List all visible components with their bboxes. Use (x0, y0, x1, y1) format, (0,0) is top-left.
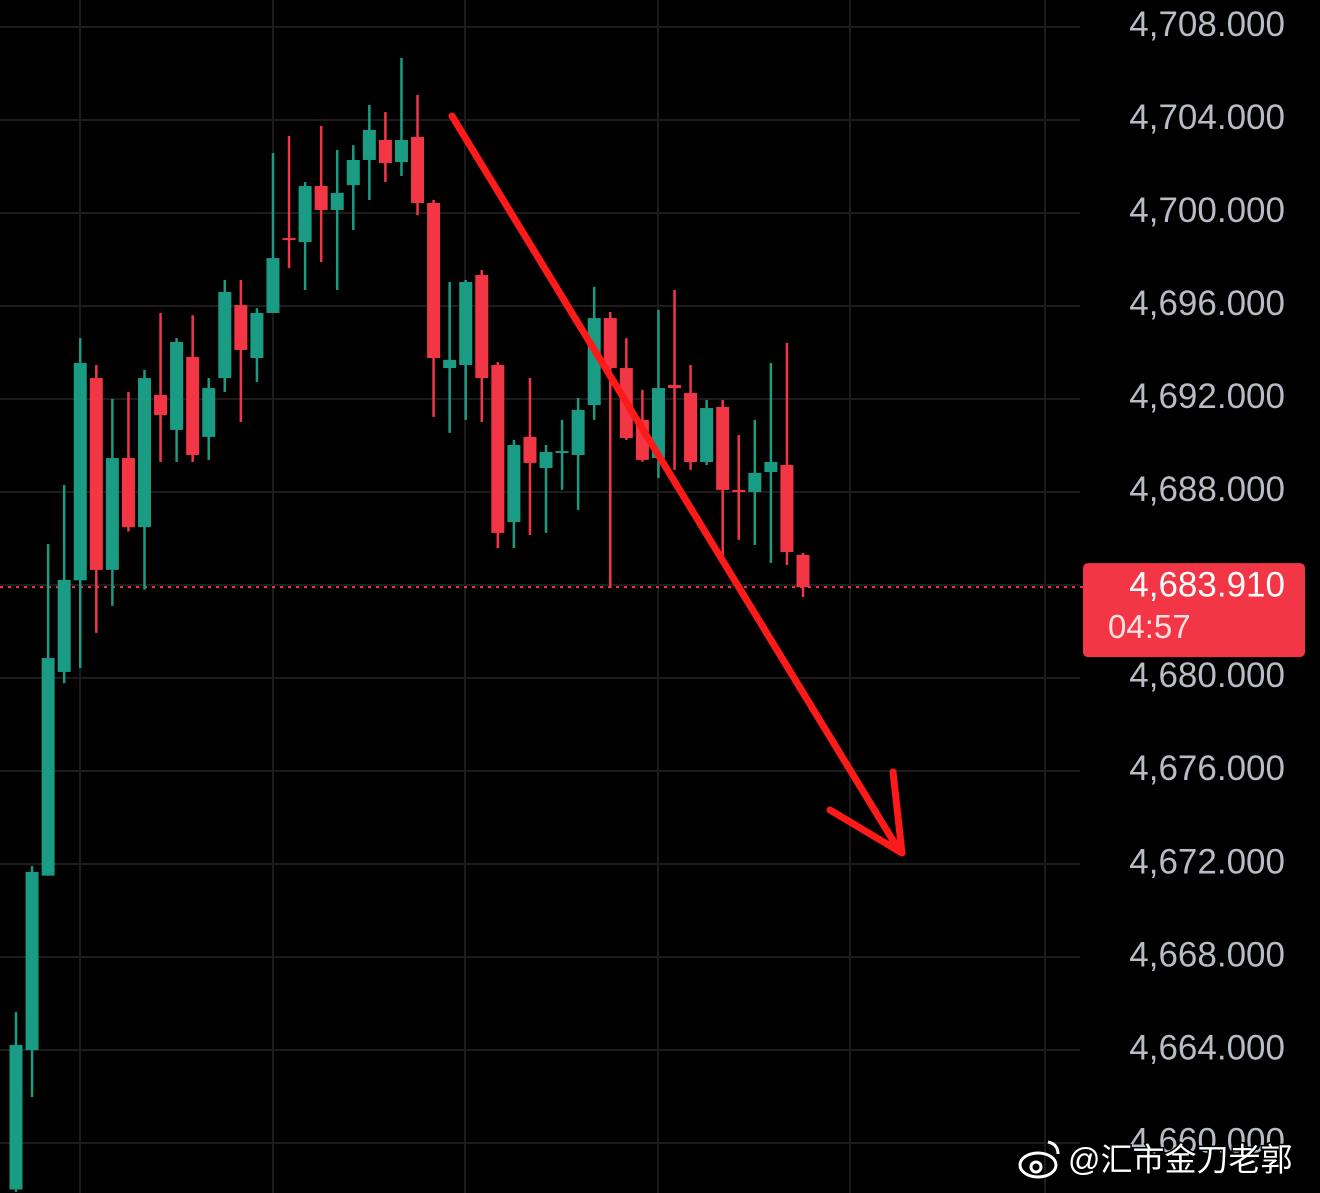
candle-body (555, 451, 569, 454)
candle-body (137, 378, 151, 528)
y-tick-label: 4,692.000 (1129, 377, 1285, 416)
candle-body (732, 489, 746, 492)
y-tick-label: 4,688.000 (1129, 470, 1285, 509)
candle-body (282, 238, 296, 241)
candle-body (475, 275, 489, 379)
candle-body (362, 129, 376, 160)
candle-body (9, 1044, 23, 1190)
candle-body (427, 202, 441, 359)
logo-shape (1018, 1151, 1058, 1179)
candle-body (394, 139, 408, 163)
price-badge (1083, 563, 1305, 658)
candle-body (266, 258, 280, 313)
candle-body (170, 342, 184, 430)
candle-body (700, 408, 714, 462)
candle-body (154, 395, 168, 416)
candle-body (314, 186, 328, 210)
candle-body (89, 378, 103, 570)
candle-body (218, 292, 232, 379)
watermark: @汇市金刀老郭 (1068, 1141, 1293, 1177)
y-tick-label: 4,700.000 (1129, 191, 1285, 230)
candle-body (57, 579, 71, 672)
candle-body (780, 465, 794, 552)
candle-body (539, 451, 553, 469)
y-tick-label: 4,696.000 (1129, 284, 1285, 323)
candle-body (684, 392, 698, 462)
candle-body (378, 139, 392, 163)
candle-body (25, 871, 39, 1051)
y-tick-label: 4,660.000 (1129, 1121, 1285, 1160)
trend-arrow (448, 112, 906, 857)
y-tick-label: 4,704.000 (1129, 98, 1285, 137)
candle-body (186, 356, 200, 456)
candle-body (491, 365, 505, 533)
y-axis: 4,708.000 4,704.000 4,700.000 4,696.000 4,69… (1083, 5, 1305, 1160)
y-tick-label: 4,668.000 (1129, 935, 1285, 974)
y-tick-label: 4,708.000 (1129, 5, 1285, 44)
grid (0, 25, 1083, 1145)
candle-body (668, 385, 682, 389)
candle-body (603, 318, 617, 369)
candle-body (121, 458, 135, 528)
countdown: 04:57 (1108, 608, 1191, 645)
candle-body (571, 409, 585, 456)
candle-body (459, 282, 473, 366)
candle-body (651, 388, 665, 459)
arrow-head (826, 768, 906, 857)
candle-body (523, 436, 537, 463)
candle-body (330, 192, 344, 210)
y-tick-label: 4,680.000 (1129, 656, 1285, 695)
candle-body (346, 159, 360, 186)
y-tick-label: 4,676.000 (1129, 749, 1285, 788)
candle-body (716, 406, 730, 490)
candle-body (105, 458, 119, 570)
watermark-logo (1018, 1140, 1060, 1179)
candle-body (796, 554, 810, 588)
candle-body (507, 445, 521, 522)
candle-body (298, 186, 312, 243)
candle-body (764, 461, 778, 472)
logo-wave (1047, 1140, 1060, 1155)
arrow-shaft (448, 112, 904, 856)
logo-eye (1029, 1160, 1043, 1174)
candle-body (73, 362, 87, 581)
candle-body (202, 388, 216, 437)
candle-body (443, 359, 457, 369)
y-tick-label: 4,672.000 (1129, 842, 1285, 881)
candles (9, 57, 810, 1192)
candle-body (250, 312, 264, 359)
candle-body (748, 472, 762, 492)
candle-body (411, 136, 425, 203)
y-tick-label: 4,664.000 (1129, 1028, 1285, 1067)
last-price-label: 4,683.910 (1129, 565, 1285, 604)
candle-body (234, 305, 248, 350)
candle-body (41, 657, 55, 876)
